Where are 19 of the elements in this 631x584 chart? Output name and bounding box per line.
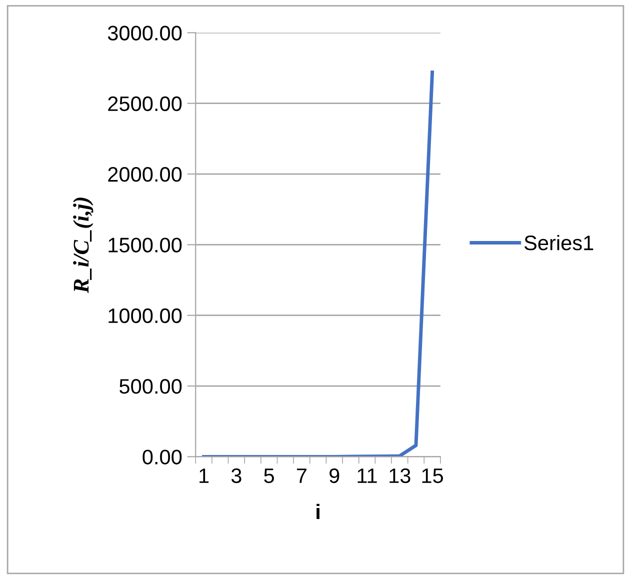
x-tick-label: 5	[264, 468, 274, 484]
y-tick-label: 2500.00	[108, 96, 182, 112]
line-series	[202, 70, 434, 457]
x-tick-label: 1	[200, 468, 209, 483]
y-tick-label: 3000.00	[108, 26, 182, 40]
y-tick-label: 1500.00	[108, 238, 182, 252]
y-tick-label: 0.00	[142, 450, 182, 464]
x-tick-label: 7	[296, 468, 306, 483]
y-tick-label: 2000.00	[108, 167, 182, 182]
x-axis-title: i	[316, 504, 320, 519]
x-tick-label: 11	[358, 468, 377, 483]
x-tick-label: 13	[390, 468, 410, 484]
y-tick-label: 1000.00	[108, 308, 182, 324]
x-tick-label: 3	[231, 468, 242, 484]
x-tick-label: 15	[422, 468, 443, 484]
y-axis-title: R_i/C_(i,j)	[73, 198, 94, 294]
x-tick-label: 9	[330, 468, 340, 484]
legend-label: Series1	[524, 234, 594, 250]
y-tick-label: 500.00	[120, 379, 182, 394]
